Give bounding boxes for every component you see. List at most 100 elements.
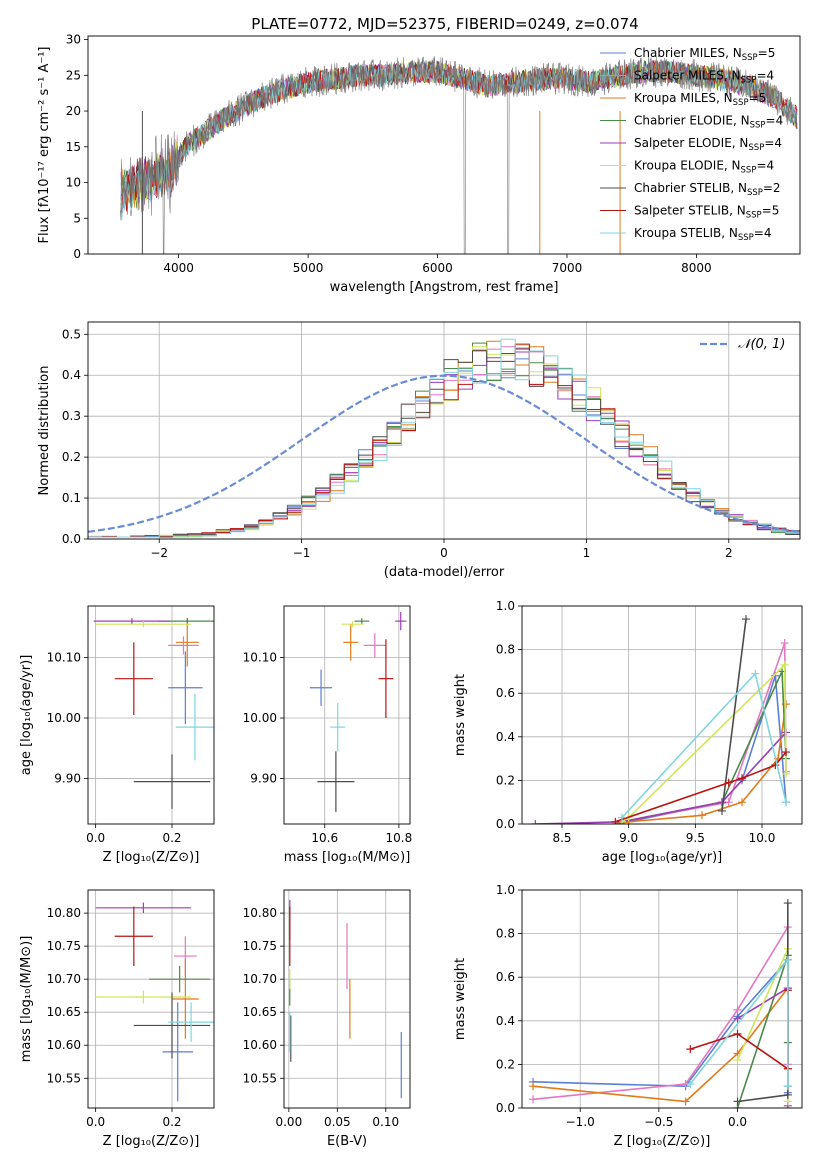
residual-histograms <box>88 338 800 538</box>
age_vs_mass-ytick-label: 10.10 <box>243 650 277 664</box>
mass_weight_vs_age-xtick-label: 8.5 <box>552 831 571 845</box>
series-kroupa-stelib <box>618 669 790 822</box>
errorbar-chabrier-elodie <box>149 965 211 993</box>
mass_vs_ebv-xtick-label: 0.05 <box>324 1115 351 1129</box>
errorbar-kroupa-elodie <box>341 621 364 628</box>
spectrum-ytick-label: 20 <box>66 104 81 118</box>
mass_weight_vs_age-xtick-label: 10.0 <box>749 831 776 845</box>
age_vs_mass-ytick-label: 9.90 <box>250 772 277 786</box>
errorbar-salpeter-stelib <box>114 642 153 715</box>
errorbar-chabrier-miles <box>168 651 203 725</box>
mass_weight_vs_Z-ytick-label: 0.0 <box>496 1101 515 1115</box>
mass_vs_Z-ytick-label: 10.55 <box>47 1071 81 1085</box>
errorbar-salpeter-elodie <box>395 612 407 631</box>
spectrum-ytick-label: 10 <box>66 176 81 190</box>
legend-entry: Kroupa ELODIE, NSSP=4 <box>634 159 774 176</box>
spectrum-ytick-label: 0 <box>73 247 81 261</box>
series-marker <box>751 669 760 678</box>
series-marker <box>698 811 706 820</box>
age_vs_mass-xtick-label: 10.6 <box>311 831 338 845</box>
age_vs_Z-xtick-label: 0.0 <box>86 831 105 845</box>
mass_vs_Z-points <box>95 902 214 1102</box>
errorbar-chabrier-miles <box>309 669 333 706</box>
series-marker <box>733 1014 742 1023</box>
errorbar-salpeter-stelib <box>114 906 153 966</box>
errorbar-kroupa-stelib <box>175 693 214 761</box>
mass_vs_ebv-xtick-label: 0.10 <box>372 1115 399 1129</box>
mass_weight_vs_age-frame <box>521 605 803 825</box>
mass_vs_Z-frame <box>87 889 215 1109</box>
age_vs_mass-frame <box>283 605 411 825</box>
age_vs_Z-points <box>93 618 214 809</box>
spectrum-xtick-label: 5000 <box>293 261 324 275</box>
spectrum-xtick-label: 6000 <box>422 261 453 275</box>
series-marker <box>738 798 746 807</box>
age_vs_Z-ytick-label: 10.10 <box>47 650 81 664</box>
residuals-ytick-label: 0.3 <box>62 409 81 423</box>
errorbar-kroupa-elodie <box>95 990 192 1004</box>
series-salpeter-miles <box>618 639 790 824</box>
residuals-ytick-label: 0.4 <box>62 368 81 382</box>
histogram-kroupa-stelib <box>88 338 800 538</box>
age-vs-Z-panel: 0.0 0.2 9.90 10.00 10.10 Z [log₁₀(Z/Z⊙)] age [… <box>19 605 215 865</box>
series-marker <box>531 820 540 824</box>
series-marker <box>780 660 789 669</box>
residuals-xlabel: (data-model)/error <box>384 565 505 580</box>
mass_weight_vs_age-xtick-label: 9.0 <box>619 831 638 845</box>
mass-vs-ebv-panel: 0.00 0.05 0.10 10.55 10.60 10.65 10.70 10.75 10.… <box>243 889 411 1149</box>
mass_weight_vs_Z-ytick-label: 0.8 <box>496 927 515 941</box>
legend-entry: Chabrier STELIB, NSSP=2 <box>634 181 781 198</box>
series-marker <box>686 1080 695 1089</box>
series-salpeter-elodie <box>531 728 790 824</box>
legend-entry: 𝒩(0, 1) <box>738 337 785 352</box>
series-kroupa-stelib <box>686 955 792 1091</box>
errorbar-chabrier-stelib <box>133 754 211 809</box>
residuals-ylabel: Normed distribution <box>37 366 52 496</box>
series-marker <box>738 774 746 783</box>
spectrum-panel: 4000 5000 6000 7000 8000 0 5 10 15 20 25 30 waveleng… <box>37 33 801 295</box>
mass_weight_vs_age-ytick-label: 0.8 <box>496 643 515 657</box>
mass_weight_vs_Z-ytick-label: 1.0 <box>496 883 515 897</box>
residuals-ytick-label: 0.1 <box>62 491 81 505</box>
spectrum-xtick-label: 8000 <box>681 261 712 275</box>
age_vs_Z-frame <box>87 605 215 825</box>
mass_weight_vs_Z-series <box>529 899 792 1108</box>
series-marker <box>782 769 790 778</box>
errorbar-salpeter-miles <box>168 636 199 655</box>
series-marker <box>782 798 790 807</box>
residuals-ytick-label: 0.5 <box>62 327 81 341</box>
mass_weight_vs_Z-ytick-label: 0.2 <box>496 1057 515 1071</box>
age_vs_mass-ytick-label: 10.00 <box>243 711 277 725</box>
residuals-legend: 𝒩(0, 1) <box>700 337 785 352</box>
mass_weight_vs_Z-xtick-label: −1.0 <box>566 1115 595 1129</box>
mass-weight-vs-Z-panel: −1.0 −0.5 0.0 0.0 0.2 0.4 0.6 0.8 1.0 Z [log₁₀(Z/… <box>453 883 803 1149</box>
mass_vs_ebv-xlabel: E(B-V) <box>327 1134 367 1149</box>
errorbar-salpeter-stelib <box>378 639 394 719</box>
legend-entry: Chabrier MILES, NSSP=5 <box>634 46 775 63</box>
spectrum-ytick-label: 5 <box>73 211 81 225</box>
mass_vs_Z-ylabel: mass [log₁₀(M/M⊙)] <box>19 936 34 1063</box>
age-vs-mass-panel: 10.6 10.8 9.90 10.00 10.10 mass [log₁₀(M/M⊙)] <box>243 605 412 865</box>
gaussian-reference-line <box>88 374 800 533</box>
errorbar-kroupa-elodie <box>95 621 192 628</box>
residuals-xtick-label: −1 <box>293 546 311 560</box>
errorbar-chabrier-elodie <box>354 618 370 625</box>
series-salpeter-stelib <box>611 748 790 824</box>
mass_vs_ebv-ytick-label: 10.60 <box>243 1038 277 1052</box>
mass_vs_ebv-xtick-label: 0.00 <box>275 1115 302 1129</box>
errorbar-salpeter-miles <box>363 633 386 658</box>
spectrum-observed-line <box>120 56 798 254</box>
spectrum-ytick-label: 15 <box>66 140 81 154</box>
series-marker <box>529 1082 538 1091</box>
figure-title: PLATE=0772, MJD=52375, FIBERID=0249, z=0… <box>251 15 638 33</box>
age_vs_Z-xtick-label: 0.2 <box>162 831 181 845</box>
series-chabrier-elodie <box>733 951 792 1108</box>
series-marker <box>780 639 789 648</box>
series-marker <box>771 761 780 770</box>
series-marker <box>733 1029 742 1038</box>
series-marker <box>686 1045 695 1054</box>
errorbar-kroupa-miles <box>343 624 359 661</box>
series-marker <box>724 798 733 807</box>
spectrum-frame <box>87 35 801 255</box>
panels: 4000 5000 6000 7000 8000051015202530waveleng… <box>19 33 803 1149</box>
